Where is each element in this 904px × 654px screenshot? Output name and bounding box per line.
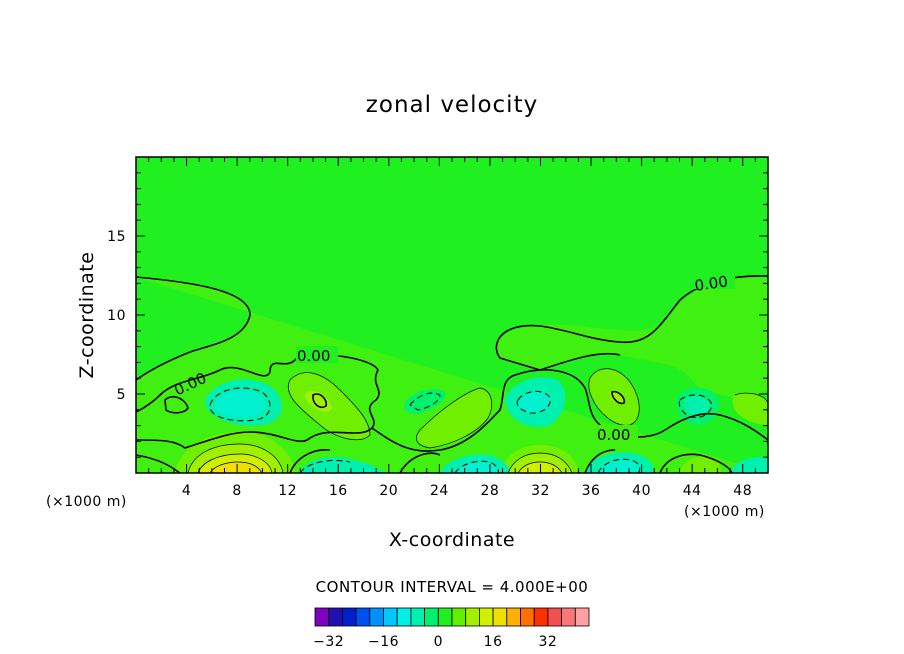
y-axis-label: Z-coordinate — [76, 252, 98, 379]
positive-contours — [187, 368, 768, 473]
colorbar-swatch — [520, 607, 535, 627]
x-tick-label: 32 — [531, 483, 550, 499]
x-tick-label: 20 — [379, 483, 398, 499]
zero-contour-loop-1 — [164, 396, 189, 414]
neg-contour-1 — [209, 387, 271, 422]
neg-contour-6 — [454, 460, 499, 473]
neg-contour-3 — [516, 391, 551, 414]
colorbar-tick-label: −16 — [368, 634, 399, 650]
colorbar-swatch — [465, 607, 480, 627]
colorbar-swatch — [533, 607, 549, 627]
x-tick-label: 12 — [278, 483, 297, 499]
axis-ticks — [136, 157, 768, 473]
colorbar-swatch — [451, 607, 467, 627]
chart-title: zonal velocity — [366, 92, 538, 118]
x-unit-right: (×1000 m) — [684, 504, 765, 520]
x-tick-label: 44 — [683, 483, 702, 499]
pos-contour-3 — [209, 461, 263, 473]
zero-contour-loop-2 — [312, 393, 328, 409]
x-tick-label: 4 — [182, 483, 191, 499]
colorbar-swatch — [369, 607, 384, 627]
negative-bottom-4 — [730, 457, 768, 473]
pos-contour-5 — [517, 461, 563, 473]
velocity-field — [136, 157, 768, 473]
negative-contours — [209, 387, 713, 473]
colorbar-swatch — [574, 607, 590, 627]
positive-core-east — [610, 391, 625, 405]
colorbar-swatch — [478, 607, 494, 627]
colorbar-swatch — [547, 607, 563, 627]
zero-contour-mid-right — [371, 369, 768, 452]
colorbar-swatch — [341, 607, 357, 627]
zero-contour-upper-left — [136, 276, 251, 381]
pos-contour-4 — [507, 452, 573, 473]
negative-bottom-2-core — [455, 461, 498, 473]
x-axis-label: X-coordinate — [389, 529, 515, 551]
negative-core-left — [214, 390, 266, 418]
zero-contour-bottom — [136, 449, 733, 473]
x-tick-label: 16 — [329, 483, 348, 499]
colorbar-swatch — [383, 607, 398, 627]
pos-contour-2 — [197, 453, 273, 473]
negative-region-small — [404, 389, 446, 414]
colorbar-swatch — [561, 607, 576, 627]
pos-contour-1 — [187, 443, 284, 473]
colorbar-swatch — [396, 607, 412, 627]
x-tick-label: 28 — [481, 483, 500, 499]
colorbar-swatch — [424, 607, 439, 627]
zero-contours — [136, 275, 768, 473]
y-tick-label: 15 — [107, 229, 126, 245]
positive-region-edge — [732, 393, 768, 425]
zero-contour-mid-left — [136, 354, 380, 449]
x-tick-label: 24 — [430, 483, 449, 499]
colorbar-swatch — [328, 607, 343, 627]
x-tick-label: 36 — [582, 483, 601, 499]
contour-label-3: 0.00 — [597, 426, 630, 444]
pos-contour-7 — [416, 387, 493, 449]
contour-interval-text: CONTOUR INTERVAL = 4.000E+00 — [316, 578, 589, 596]
neg-contour-4 — [678, 394, 713, 419]
colorbar-swatch — [355, 607, 371, 627]
x-tick-label: 8 — [232, 483, 241, 499]
negative-core-far-east — [683, 396, 710, 416]
colorbar-tick-label: −32 — [313, 634, 344, 650]
colorbar-tick-label: 0 — [434, 634, 443, 650]
x-tick-label: 40 — [632, 483, 651, 499]
colorbar-swatch — [410, 607, 425, 627]
y-tick-label: 10 — [107, 308, 126, 324]
contour-label-2: 0.00 — [693, 272, 729, 294]
zero-contour-upper-right — [495, 275, 768, 371]
colorbar-labels: −32 −16 0 16 32 — [313, 634, 557, 650]
colorbar-swatch — [314, 607, 330, 627]
positive-bottom-small — [680, 456, 721, 473]
negative-core-center — [519, 391, 551, 413]
colorbar-tick-label: 16 — [484, 634, 503, 650]
colorbar-swatch — [492, 607, 508, 627]
neg-contour-5 — [597, 458, 641, 473]
zero-contour-loop-3 — [611, 390, 626, 405]
x-unit-left: (×1000 m) — [46, 494, 127, 510]
colorbar-tick-label: 32 — [538, 634, 557, 650]
positive-region-right-mid — [416, 388, 492, 448]
lower-layer-region — [136, 277, 768, 473]
colorbar-swatch — [437, 607, 453, 627]
contour-label-1: 0.00 — [297, 347, 330, 365]
neg-contour-7 — [299, 459, 351, 473]
pos-contour-6 — [287, 372, 371, 441]
neg-contour-2 — [409, 392, 441, 411]
colorbar-swatch — [506, 607, 521, 627]
x-tick-label: 48 — [733, 483, 752, 499]
y-tick-label: 5 — [117, 387, 126, 403]
positive-jet-left-4 — [210, 462, 262, 473]
colorbar — [314, 607, 590, 627]
